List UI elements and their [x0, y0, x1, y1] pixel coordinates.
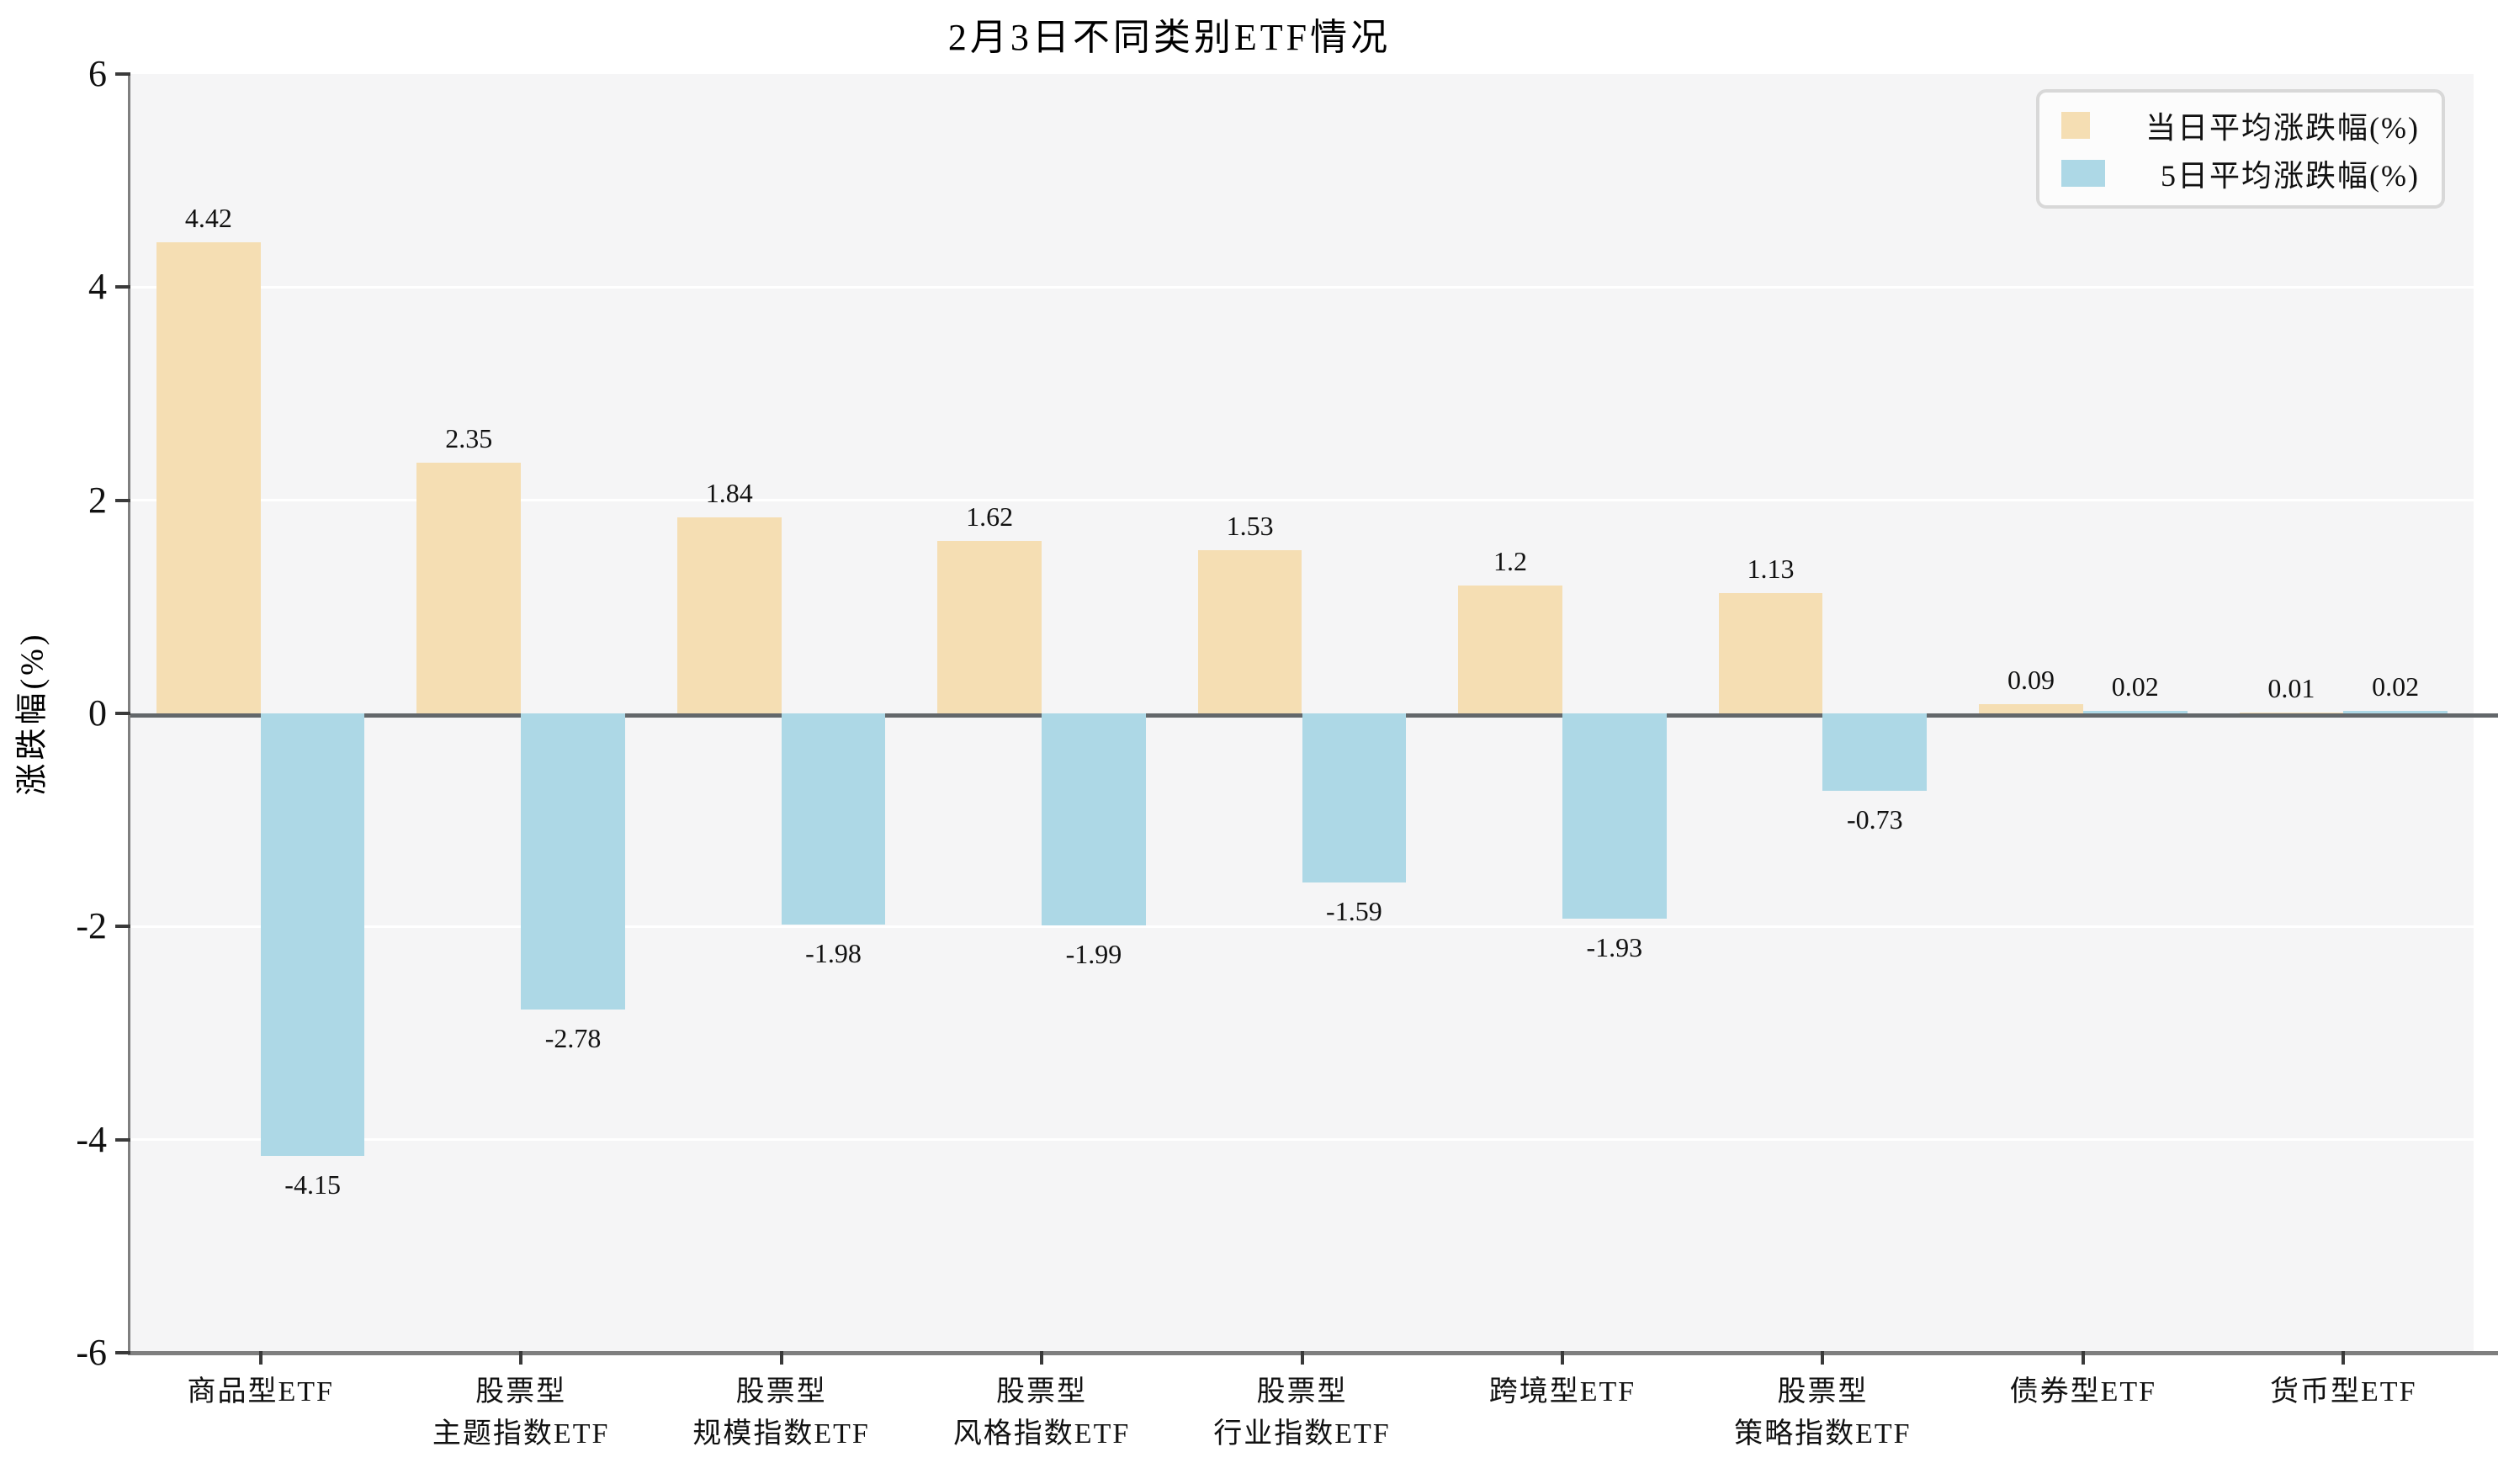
value-label: -0.73 — [1846, 804, 1903, 835]
value-label: 1.62 — [966, 501, 1014, 532]
bar-5day — [781, 713, 886, 925]
legend-label-daily: 当日平均涨跌幅(%) — [2145, 110, 2420, 145]
y-tick — [115, 285, 130, 289]
bar-5day — [1042, 713, 1146, 926]
value-label: 1.2 — [1493, 546, 1528, 576]
x-tick — [2342, 1351, 2346, 1365]
y-tick — [115, 1137, 130, 1142]
x-tick-label: 股票型 策略指数ETF — [1734, 1376, 1912, 1450]
bar-5day — [1822, 713, 1928, 792]
x-tick-label: 股票型 行业指数ETF — [1213, 1376, 1391, 1450]
y-tick — [115, 1351, 130, 1354]
x-tick — [258, 1351, 263, 1365]
bar-daily — [1979, 703, 2083, 713]
value-label: 0.01 — [2267, 672, 2315, 703]
value-label: 1.13 — [1747, 553, 1795, 584]
bar-daily — [416, 463, 522, 713]
x-tick — [2081, 1351, 2085, 1365]
value-label: 1.84 — [705, 477, 753, 508]
bar-5day — [2343, 711, 2448, 713]
x-tick-label: 股票型 风格指数ETF — [952, 1376, 1131, 1450]
value-label: -1.99 — [1065, 939, 1122, 970]
y-tick-label: -6 — [76, 1332, 107, 1373]
legend-item-daily: 当日平均涨跌幅(%) — [2061, 103, 2420, 147]
bar-daily — [1197, 550, 1302, 713]
x-tick-label: 股票型 规模指数ETF — [692, 1376, 870, 1450]
y-axis-label: 涨跌幅(%) — [14, 631, 50, 796]
y-tick-label: 4 — [88, 266, 107, 308]
bar-5day — [1302, 713, 1407, 883]
value-label: -2.78 — [544, 1023, 602, 1054]
x-tick-label: 货币型ETF — [2270, 1376, 2417, 1407]
value-label: 4.42 — [184, 203, 232, 234]
y-tick-label: 0 — [88, 692, 107, 734]
value-label: 0.02 — [2111, 671, 2159, 702]
x-tick-label: 债券型ETF — [2009, 1376, 2157, 1407]
x-tick — [779, 1351, 783, 1365]
bar-daily — [937, 540, 1042, 713]
plot-area: 4.42 2.35 1.84 1.62 1.53 1.2 1.13 0.09 0.01 -4.15… — [130, 74, 2498, 1353]
y-tick — [115, 712, 130, 715]
bar-5day — [1562, 713, 1667, 920]
y-tick — [115, 498, 130, 502]
legend-swatch-5day — [2061, 159, 2106, 187]
value-label: 0.02 — [2372, 671, 2420, 702]
gridline — [130, 925, 2474, 928]
value-label: -1.59 — [1326, 896, 1382, 927]
value-label: 0.09 — [2007, 664, 2055, 695]
gridline — [130, 285, 2474, 289]
bar-daily — [676, 517, 782, 713]
x-tick-label: 商品型ETF — [187, 1376, 334, 1407]
y-tick — [115, 72, 130, 76]
bar-daily — [1718, 592, 1823, 713]
x-tick — [519, 1351, 523, 1365]
y-tick — [115, 925, 130, 929]
x-tick — [1300, 1351, 1304, 1365]
x-tick — [1821, 1351, 1825, 1365]
y-tick-label: 6 — [88, 53, 107, 94]
bar-daily — [1458, 586, 1562, 713]
value-label: -1.98 — [805, 937, 862, 968]
value-label: 1.53 — [1226, 511, 1274, 542]
chart-title: 2月3日不同类别ETF情况 — [947, 17, 1392, 58]
legend-swatch-daily — [2061, 111, 2091, 139]
x-tick — [1040, 1351, 1044, 1365]
gridline — [130, 1138, 2474, 1142]
x-tick — [1560, 1351, 1564, 1365]
gridline — [130, 499, 2474, 502]
x-tick-label: 跨境型ETF — [1488, 1376, 1636, 1407]
legend-item-5day: 5日平均涨跌幅(%) — [2061, 151, 2420, 195]
legend-label-5day: 5日平均涨跌幅(%) — [2161, 158, 2420, 193]
bar-5day — [521, 713, 625, 1010]
value-label: -4.15 — [284, 1169, 341, 1200]
y-tick-label: -2 — [76, 905, 107, 947]
bar-5day — [260, 713, 365, 1156]
y-tick-label: -4 — [76, 1118, 107, 1160]
bar-daily — [156, 242, 261, 713]
x-axis-spine — [128, 1351, 2498, 1355]
value-label: 2.35 — [445, 423, 493, 454]
value-label: -1.93 — [1586, 932, 1643, 963]
bar-5day — [2082, 711, 2188, 713]
y-tick-label: 2 — [88, 479, 107, 521]
x-tick-label: 股票型 主题指数ETF — [432, 1376, 610, 1450]
legend: 当日平均涨跌幅(%) 5日平均涨跌幅(%) — [2036, 89, 2445, 209]
